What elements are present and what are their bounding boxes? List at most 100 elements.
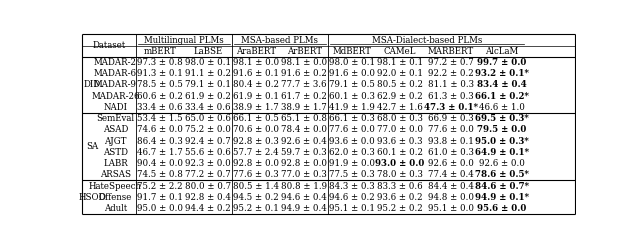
Text: 94.6 ± 0.2: 94.6 ± 0.2 [329,193,375,202]
Text: 60.1 ± 0.3: 60.1 ± 0.3 [329,92,375,101]
Text: LaBSE: LaBSE [193,47,223,56]
Text: 94.5 ± 0.2: 94.5 ± 0.2 [233,193,279,202]
Text: 95.1 ± 0.1: 95.1 ± 0.1 [329,204,375,213]
Text: Dataset: Dataset [92,41,125,50]
Text: 70.6 ± 0.0: 70.6 ± 0.0 [233,125,279,134]
Text: 66.1 ± 0.5: 66.1 ± 0.5 [233,114,279,123]
Text: 81.1 ± 0.3: 81.1 ± 0.3 [428,81,474,89]
Text: CAMeL: CAMeL [384,47,417,56]
Text: 66.9 ± 0.3: 66.9 ± 0.3 [428,114,474,123]
Text: Offense: Offense [99,193,132,202]
Text: 94.8 ± 0.0: 94.8 ± 0.0 [428,193,474,202]
Text: 91.6 ± 0.1: 91.6 ± 0.1 [233,69,279,78]
Text: 61.9 ± 0.1: 61.9 ± 0.1 [233,92,279,101]
Text: 98.1 ± 0.0: 98.1 ± 0.0 [281,58,327,67]
Text: 98.0 ± 0.1: 98.0 ± 0.1 [329,58,375,67]
Text: 57.7 ± 2.4: 57.7 ± 2.4 [234,148,279,157]
Text: 74.5 ± 0.8: 74.5 ± 0.8 [137,170,183,179]
Text: 38.9 ± 1.7: 38.9 ± 1.7 [233,103,279,112]
Text: 66.1 ± 0.3: 66.1 ± 0.3 [329,114,375,123]
Text: 91.7 ± 0.1: 91.7 ± 0.1 [137,193,183,202]
Text: 95.0 ± 0.3*: 95.0 ± 0.3* [475,137,529,146]
Text: 79.5 ± 0.0: 79.5 ± 0.0 [477,125,527,134]
Text: 92.3 ± 0.0: 92.3 ± 0.0 [185,159,231,168]
Text: 98.1 ± 0.0: 98.1 ± 0.0 [233,58,279,67]
Text: 95.2 ± 0.1: 95.2 ± 0.1 [233,204,279,213]
Text: 79.1 ± 0.5: 79.1 ± 0.5 [329,81,375,89]
Text: 47.3 ± 0.1*: 47.3 ± 0.1* [424,103,478,112]
Text: 59.7 ± 0.3: 59.7 ± 0.3 [282,148,327,157]
Text: 77.5 ± 0.3: 77.5 ± 0.3 [330,170,375,179]
Text: AraBERT: AraBERT [236,47,276,56]
Text: 80.5 ± 1.4: 80.5 ± 1.4 [233,182,279,190]
Text: 38.9 ± 1.7: 38.9 ± 1.7 [281,103,327,112]
Text: 60.6 ± 0.2: 60.6 ± 0.2 [137,92,183,101]
Text: 77.6 ± 0.0: 77.6 ± 0.0 [428,125,474,134]
Text: 64.9 ± 0.1*: 64.9 ± 0.1* [475,148,529,157]
Text: 65.0 ± 0.6: 65.0 ± 0.6 [185,114,231,123]
Text: 92.8 ± 0.0: 92.8 ± 0.0 [281,159,327,168]
Text: 84.4 ± 0.4: 84.4 ± 0.4 [428,182,474,190]
Text: 84.3 ± 0.3: 84.3 ± 0.3 [330,182,375,190]
Text: 78.0 ± 0.3: 78.0 ± 0.3 [377,170,423,179]
Text: 94.4 ± 0.2: 94.4 ± 0.2 [185,204,231,213]
Text: AlcLaM: AlcLaM [485,47,518,56]
Text: 77.0 ± 0.3: 77.0 ± 0.3 [281,170,327,179]
Text: MADAR-6: MADAR-6 [94,69,137,78]
Text: 92.8 ± 0.0: 92.8 ± 0.0 [233,159,279,168]
Text: 92.6 ± 0.0: 92.6 ± 0.0 [479,159,525,168]
Text: 78.4 ± 0.0: 78.4 ± 0.0 [281,125,327,134]
Text: MARBERT: MARBERT [428,47,474,56]
Text: NADI: NADI [104,103,127,112]
Text: 94.9 ± 0.1*: 94.9 ± 0.1* [475,193,529,202]
Text: 99.7 ± 0.0: 99.7 ± 0.0 [477,58,527,67]
Text: MADAR-9: MADAR-9 [94,81,137,89]
Text: 93.8 ± 0.1: 93.8 ± 0.1 [428,137,474,146]
Text: 98.1 ± 0.1: 98.1 ± 0.1 [377,58,423,67]
Text: mBERT: mBERT [143,47,177,56]
Text: 93.0 ± 0.0: 93.0 ± 0.0 [376,159,425,168]
Text: HSOD: HSOD [78,193,106,202]
Text: 95.2 ± 0.2: 95.2 ± 0.2 [378,204,423,213]
Text: 91.3 ± 0.1: 91.3 ± 0.1 [137,69,183,78]
Text: SA: SA [86,142,98,151]
Text: 83.3 ± 0.6: 83.3 ± 0.6 [378,182,423,190]
Text: 77.0 ± 0.0: 77.0 ± 0.0 [377,125,423,134]
Text: ASAD: ASAD [103,125,128,134]
Text: 55.6 ± 0.6: 55.6 ± 0.6 [185,148,231,157]
Text: 93.6 ± 0.0: 93.6 ± 0.0 [329,137,375,146]
Text: 41.9 ± 1.9: 41.9 ± 1.9 [329,103,375,112]
Text: MADAR-26: MADAR-26 [92,92,140,101]
Text: Adult: Adult [104,204,127,213]
Text: 78.6 ± 0.5*: 78.6 ± 0.5* [475,170,529,179]
Text: ArBERT: ArBERT [287,47,322,56]
Text: HateSpeech: HateSpeech [89,182,142,190]
Text: 80.0 ± 0.7: 80.0 ± 0.7 [185,182,231,190]
Text: 91.9 ± 0.0: 91.9 ± 0.0 [329,159,375,168]
Text: ASTD: ASTD [103,148,128,157]
Text: 91.6 ± 0.0: 91.6 ± 0.0 [329,69,375,78]
Text: 42.7 ± 1.6: 42.7 ± 1.6 [378,103,423,112]
Text: 92.2 ± 0.2: 92.2 ± 0.2 [428,69,474,78]
Text: 33.4 ± 0.6: 33.4 ± 0.6 [138,103,183,112]
Text: 75.2 ± 2.2: 75.2 ± 2.2 [137,182,183,190]
Text: 75.2 ± 0.0: 75.2 ± 0.0 [185,125,231,134]
Text: 93.2 ± 0.1*: 93.2 ± 0.1* [475,69,529,78]
Text: 68.0 ± 0.3: 68.0 ± 0.3 [377,114,423,123]
Text: 80.5 ± 0.2: 80.5 ± 0.2 [377,81,423,89]
Text: 53.4 ± 1.5: 53.4 ± 1.5 [137,114,183,123]
Text: 83.4 ± 0.4: 83.4 ± 0.4 [477,81,527,89]
Text: 97.2 ± 0.7: 97.2 ± 0.7 [428,58,474,67]
Text: 60.1 ± 0.2: 60.1 ± 0.2 [377,148,423,157]
Text: DID: DID [83,81,100,89]
Text: MSA-based PLMs: MSA-based PLMs [241,36,318,44]
Text: 91.6 ± 0.2: 91.6 ± 0.2 [281,69,327,78]
Text: 61.3 ± 0.3: 61.3 ± 0.3 [428,92,474,101]
Text: 74.6 ± 0.0: 74.6 ± 0.0 [137,125,183,134]
Text: 77.6 ± 0.3: 77.6 ± 0.3 [234,170,279,179]
Text: LABR: LABR [103,159,128,168]
Text: 80.4 ± 0.2: 80.4 ± 0.2 [233,81,279,89]
Text: 61.7 ± 0.2: 61.7 ± 0.2 [281,92,327,101]
Text: 61.9 ± 0.2: 61.9 ± 0.2 [185,92,231,101]
Text: 61.0 ± 0.3: 61.0 ± 0.3 [428,148,474,157]
